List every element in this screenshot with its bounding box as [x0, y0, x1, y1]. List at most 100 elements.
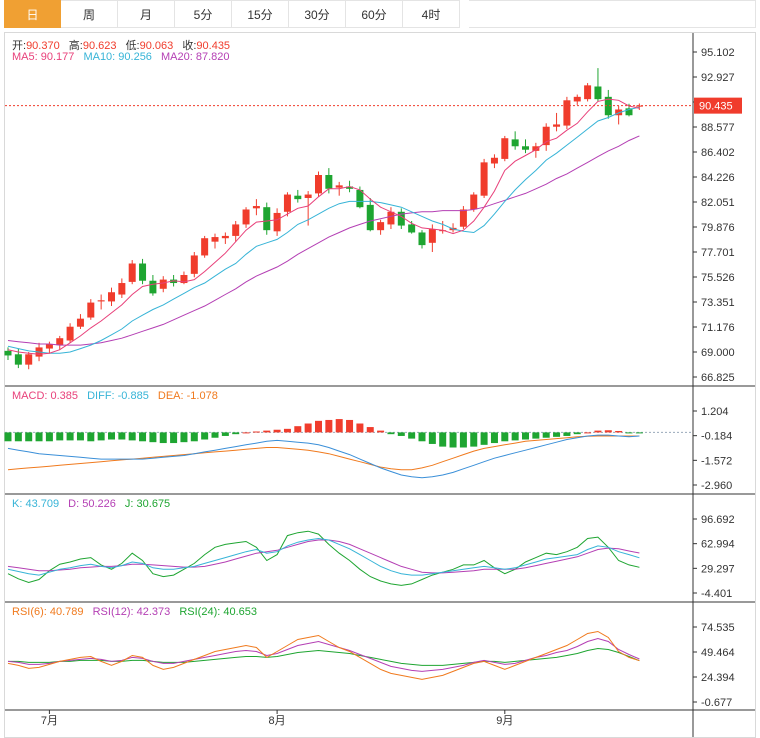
tab-7[interactable]: 4时: [403, 0, 460, 28]
macd-bar: [159, 432, 167, 444]
open-label: 开:90.370: [12, 40, 60, 52]
d-label: D: 50.226: [68, 498, 116, 510]
macd-bar: [511, 432, 519, 441]
candle-body: [397, 211, 405, 226]
candle-body: [159, 279, 167, 289]
macd-bar: [118, 432, 126, 440]
period-tabs: 日周月 5分 15分 30分 60分 4时: [4, 0, 460, 28]
tab-1[interactable]: 周: [61, 0, 118, 28]
candle-body: [252, 206, 260, 209]
candle-body: [480, 162, 488, 196]
candle-body: [87, 302, 95, 318]
macd-bar: [594, 430, 602, 433]
macd-bar: [170, 432, 178, 444]
kdj-d-line: [7, 539, 640, 574]
axis-tick-label: 24.394: [701, 672, 735, 684]
macd-bar: [4, 432, 12, 442]
macd-bar: [346, 419, 354, 433]
macd-bar: [283, 428, 291, 433]
candle-body: [118, 283, 126, 295]
low-label: 低:90.063: [125, 40, 174, 52]
macd-bar: [180, 432, 188, 443]
axis-tick-label: 73.351: [701, 297, 735, 309]
candle-body: [501, 138, 509, 159]
candle-body: [139, 263, 147, 281]
ma20-line: [7, 135, 640, 346]
axis-tick-label: 79.876: [701, 222, 735, 234]
macd-bar: [108, 432, 115, 440]
axis-tick-label: 92.927: [701, 72, 735, 84]
axis-tick-label: 49.464: [701, 647, 735, 659]
candle-body: [346, 186, 354, 189]
candle-body: [387, 211, 395, 225]
macd-bar: [25, 432, 33, 442]
candle-body: [573, 96, 581, 102]
candle-body: [242, 209, 250, 225]
axis-tick-label: -1.572: [701, 455, 732, 467]
candle-body: [128, 263, 136, 282]
macd-bar: [470, 432, 478, 447]
axis-tick-label: 69.000: [701, 347, 735, 359]
macd-bar: [397, 432, 405, 436]
macd-bar: [66, 432, 74, 441]
macd-bar: [625, 432, 633, 434]
candle-body: [180, 274, 188, 284]
macd-bar: [563, 432, 571, 436]
axis-tick-label: -4.401: [701, 588, 732, 600]
candle-body: [45, 343, 53, 349]
candle-body: [294, 195, 302, 200]
candle-body: [170, 279, 178, 284]
macd-bar: [439, 432, 447, 447]
axis-tick-label: -0.184: [701, 431, 732, 443]
axis-tick-label: 77.701: [701, 247, 735, 259]
ohlc-legend: 开:90.370 高:90.623 低:90.063 收:90.435: [12, 37, 236, 53]
kdj-legend: K: 43.709 D: 50.226 J: 30.675: [12, 498, 176, 510]
tab-5[interactable]: 30分: [289, 0, 346, 28]
rsi24-label: RSI(24): 40.653: [179, 606, 257, 618]
ma5-line: [7, 98, 640, 355]
candle-body: [532, 146, 540, 151]
tab-4[interactable]: 15分: [232, 0, 289, 28]
k-label: K: 43.709: [12, 498, 60, 510]
candle-body: [563, 100, 571, 126]
macd-bar: [242, 432, 250, 434]
macd-bar: [542, 432, 550, 438]
macd-bar: [87, 432, 95, 442]
macd-bar: [604, 430, 612, 433]
x-tick-label: 8月: [269, 715, 286, 727]
macd-bar: [211, 432, 219, 438]
candle-body: [263, 207, 271, 231]
j-label: J: 30.675: [124, 498, 171, 510]
high-label: 高:90.623: [68, 40, 117, 52]
candle-body: [108, 292, 115, 302]
macd-bar: [449, 432, 457, 448]
axis-tick-label: 1.204: [701, 406, 729, 418]
ma10-label: MA10: 90.256: [83, 51, 152, 63]
axis-tick-label: 96.692: [701, 514, 735, 526]
macd-bar: [232, 432, 240, 435]
tab-bar-filler: [469, 0, 756, 28]
tab-3[interactable]: 5分: [175, 0, 232, 28]
macd-bar: [263, 430, 271, 433]
candle-body: [604, 96, 612, 116]
tab-6[interactable]: 60分: [346, 0, 403, 28]
candle-body: [325, 175, 333, 189]
macd-bar: [573, 432, 581, 435]
axis-tick-label: 75.526: [701, 272, 735, 284]
macd-bar: [190, 432, 198, 442]
x-tick-label: 9月: [496, 715, 513, 727]
axis-tick-label: 66.825: [701, 372, 735, 384]
candle-body: [97, 300, 105, 302]
macd-bar: [356, 423, 364, 433]
tab-2[interactable]: 月: [118, 0, 175, 28]
macd-diff-line: [7, 434, 640, 479]
macd-bar: [418, 432, 426, 442]
candle-body: [201, 238, 209, 256]
tab-0[interactable]: 日: [4, 0, 61, 28]
candle-body: [14, 354, 22, 365]
candle-body: [553, 124, 561, 127]
axis-tick-label: 88.577: [701, 122, 735, 134]
macd-bar: [387, 432, 395, 435]
candle-body: [377, 222, 385, 231]
macd-bar: [377, 430, 385, 433]
